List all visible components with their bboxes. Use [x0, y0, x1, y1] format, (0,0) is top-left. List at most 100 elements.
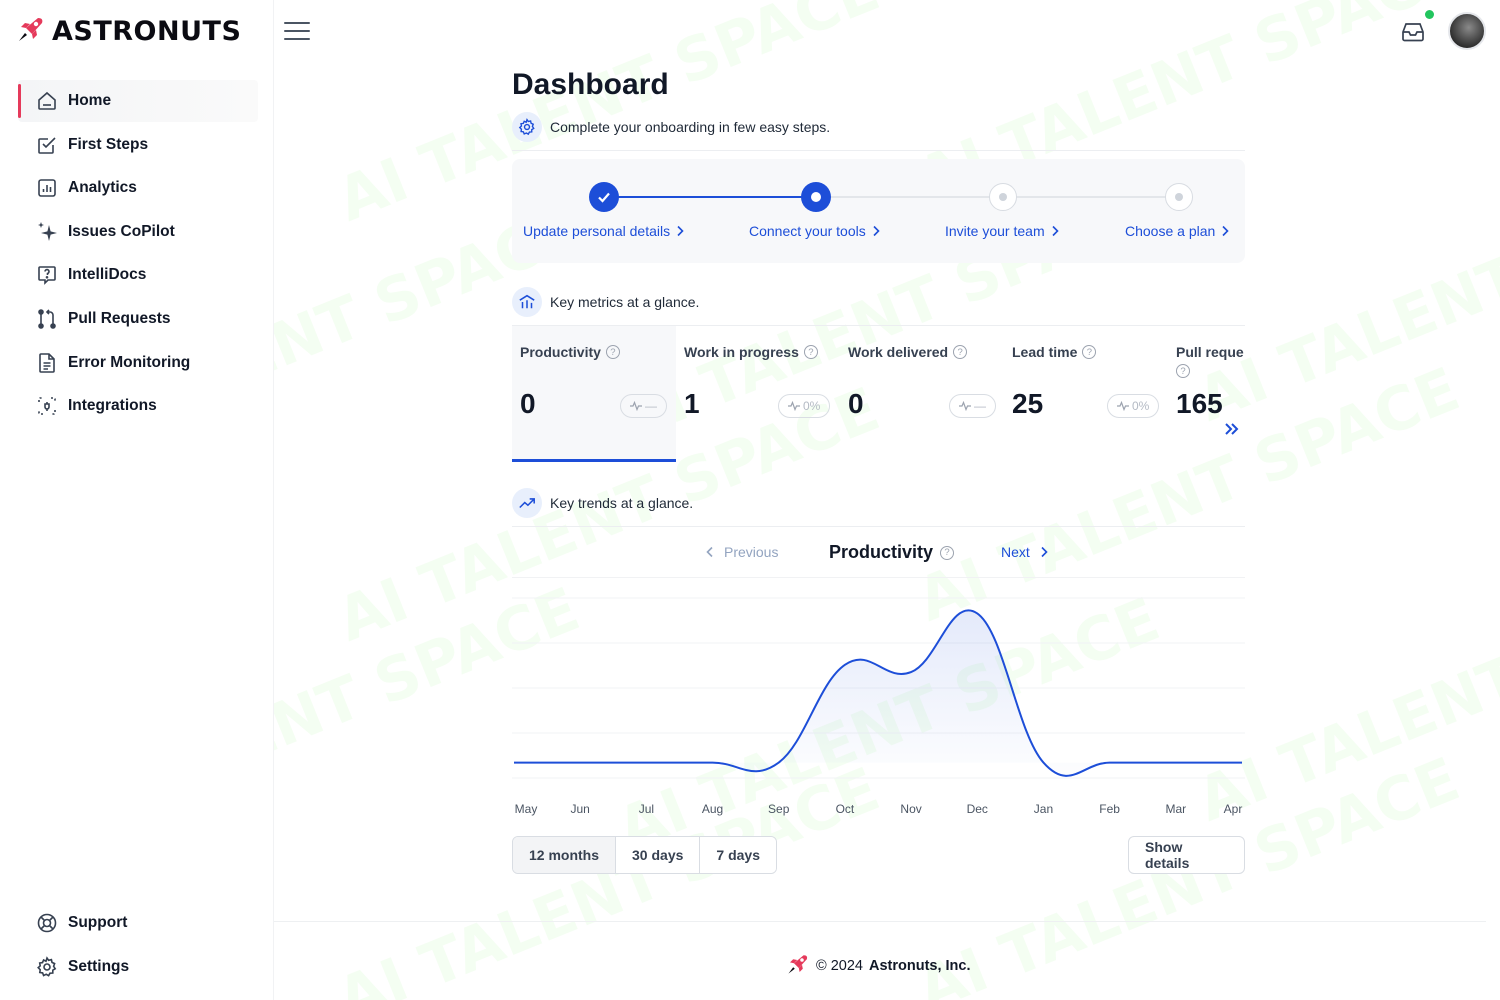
next-label: Next [1001, 544, 1030, 560]
data-point-mar[interactable] [1173, 760, 1179, 766]
range-selector: 12 months 30 days 7 days [512, 836, 777, 874]
sidebar-item-error-monitoring[interactable]: Error Monitoring [18, 342, 258, 384]
next-chart-button[interactable]: Next [1001, 544, 1048, 560]
footer-divider [274, 921, 1486, 922]
rocket-logo-icon [16, 14, 46, 49]
x-tick-label: Aug [701, 802, 724, 816]
show-details-button[interactable]: Show details [1128, 836, 1245, 874]
sparkle-icon [36, 221, 58, 243]
sidebar-item-label: IntelliDocs [68, 266, 147, 284]
sidebar-item-label: Error Monitoring [68, 353, 191, 371]
metric-value: 0 [848, 388, 864, 419]
step-invite-your-team[interactable]: Invite your team [945, 223, 1059, 239]
inbox-button[interactable] [1400, 20, 1426, 44]
more-metrics-button[interactable] [1224, 422, 1240, 441]
lifebuoy-icon [36, 912, 58, 934]
data-point-jul[interactable] [643, 760, 649, 766]
x-tick-label: Nov [900, 802, 922, 816]
step-connect-your-tools[interactable]: Connect your tools [749, 223, 880, 239]
step-3-node[interactable] [989, 183, 1017, 211]
help-icon[interactable]: ? [940, 545, 955, 560]
trend-value: — [974, 399, 986, 413]
data-point-may[interactable] [512, 760, 517, 766]
onboarding-header: Complete your onboarding in few easy ste… [512, 110, 1245, 144]
metric-name-text: Work in progress [684, 344, 799, 360]
help-icon[interactable]: ? [1176, 364, 1190, 378]
metric-pull-requests[interactable]: Pull reque ? 165 [1168, 326, 1245, 462]
sidebar-item-integrations[interactable]: Integrations [18, 385, 258, 427]
previous-chart-button[interactable]: Previous [706, 544, 778, 560]
metric-work-delivered[interactable]: Work delivered ? 0 — [840, 326, 1004, 462]
sidebar-item-label: Integrations [68, 397, 157, 415]
metric-work-in-progress[interactable]: Work in progress ? 1 0% [676, 326, 840, 462]
sidebar-item-intellidocs[interactable]: IntelliDocs [18, 254, 258, 296]
metric-value: 1 [684, 388, 700, 419]
metric-name: Work delivered ? [848, 344, 968, 360]
range-30-days-button[interactable]: 30 days [616, 837, 701, 873]
metric-lead-time[interactable]: Lead time ? 25 0% [1004, 326, 1168, 462]
data-point-dec[interactable] [974, 610, 980, 616]
chevron-right-icon [677, 225, 684, 237]
user-avatar[interactable] [1448, 12, 1486, 50]
step-connector [1002, 196, 1178, 198]
productivity-chart [512, 578, 1245, 798]
sidebar-item-analytics[interactable]: Analytics [18, 167, 258, 209]
step-4-node[interactable] [1165, 183, 1193, 211]
help-icon[interactable]: ? [1082, 345, 1097, 359]
data-point-sep[interactable] [776, 760, 782, 766]
chevron-right-icon [873, 225, 880, 237]
help-icon[interactable]: ? [803, 345, 818, 359]
metrics-icon [512, 287, 542, 317]
x-tick-label: May [514, 802, 538, 816]
metrics-row: Productivity ? 0 — Work in progress ? 1 … [512, 326, 1245, 462]
metric-name: Productivity ? [520, 344, 620, 360]
step-choose-a-plan[interactable]: Choose a plan [1125, 223, 1229, 239]
range-7-days-button[interactable]: 7 days [700, 837, 776, 873]
logo[interactable]: ASTRONUTS [16, 14, 241, 49]
gear-icon [512, 112, 542, 142]
data-point-jan[interactable] [1040, 760, 1046, 766]
sidebar-item-settings[interactable]: Settings [18, 946, 258, 988]
data-point-nov[interactable] [908, 669, 914, 675]
data-point-apr[interactable] [1239, 760, 1245, 766]
data-point-oct[interactable] [842, 662, 848, 668]
rocket-logo-icon [786, 952, 810, 980]
x-tick-label: Feb [1099, 802, 1120, 816]
company-name: Astronuts, Inc. [868, 958, 971, 974]
help-icon[interactable]: ? [605, 345, 620, 359]
step-2-node[interactable] [801, 182, 831, 212]
sidebar-item-label: First Steps [68, 135, 149, 153]
data-point-jun[interactable] [577, 760, 583, 766]
sidebar-item-pull-requests[interactable]: Pull Requests [18, 298, 258, 340]
trend-badge: — [620, 394, 667, 418]
help-icon[interactable]: ? [953, 345, 968, 359]
footer: © 2024 Astronuts, Inc. [786, 952, 971, 980]
metric-name: Work in progress ? [684, 344, 818, 360]
range-12-months-button[interactable]: 12 months [513, 837, 617, 873]
x-axis-labels: May Jun Jul Aug Sep Oct Nov Dec Jan Feb Mar Apr [512, 798, 1245, 828]
sidebar-item-home[interactable]: Home [18, 80, 258, 122]
sidebar-item-issues-copilot[interactable]: Issues CoPilot [18, 211, 258, 253]
chart-title-text: Productivity [829, 542, 934, 562]
metric-name-text: Pull reque [1176, 344, 1244, 360]
bottom-nav: Support Settings [18, 902, 258, 989]
sidebar-item-first-steps[interactable]: First Steps [18, 124, 258, 166]
hamburger-line [284, 38, 310, 40]
step-1-node[interactable] [589, 182, 619, 212]
metric-name-text: Productivity [520, 344, 601, 360]
metric-name: Lead time ? [1012, 344, 1097, 360]
hamburger-line [284, 30, 310, 32]
trend-badge: — [949, 394, 996, 418]
metric-productivity[interactable]: Productivity ? 0 — [512, 326, 676, 462]
trend-value: — [645, 399, 657, 413]
sidebar-item-support[interactable]: Support [18, 902, 258, 944]
pulse-icon [959, 401, 971, 411]
step-update-personal-details[interactable]: Update personal details [523, 223, 684, 239]
menu-toggle-button[interactable] [284, 22, 310, 40]
sidebar: ASTRONUTS Home First Steps Analytics Iss… [0, 0, 274, 1000]
metric-value: 165 [1176, 388, 1223, 419]
data-point-aug[interactable] [710, 760, 716, 766]
divider [512, 526, 1245, 527]
data-point-feb[interactable] [1107, 760, 1113, 766]
document-icon [36, 352, 58, 374]
